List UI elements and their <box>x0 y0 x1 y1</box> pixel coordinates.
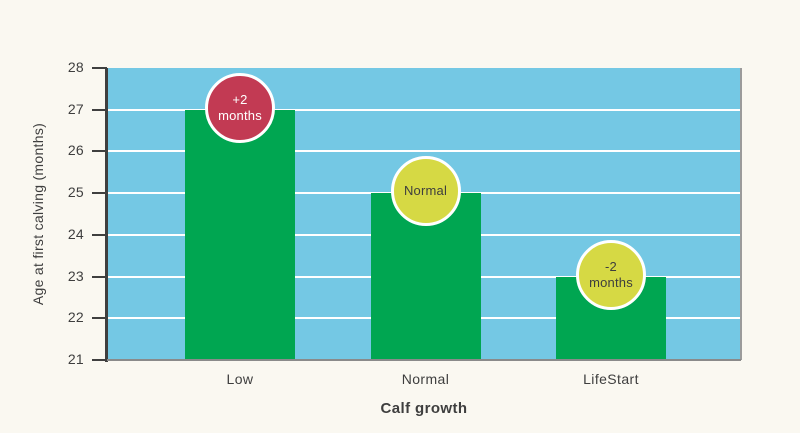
y-tick-mark-24 <box>92 233 107 236</box>
badge-text-line: +2 <box>232 92 248 108</box>
y-tick-mark-27 <box>92 108 107 111</box>
y-tick-label-21: 21 <box>67 351 84 367</box>
y-tick-mark-22 <box>92 317 107 320</box>
y-tick-mark-26 <box>92 150 107 153</box>
y-tick-label-27: 27 <box>67 100 84 117</box>
badge-low: +2 months <box>205 72 275 143</box>
y-tick-label-23: 23 <box>67 267 84 284</box>
badge-lifestart: -2 months <box>576 239 646 310</box>
y-tick-mark-23 <box>92 275 107 278</box>
badge-text-line: -2 <box>605 259 617 275</box>
x-category-label-lifestart: LifeStart <box>583 371 639 387</box>
badge-text-line: months <box>589 274 633 290</box>
bar-low <box>185 109 295 360</box>
badge-normal: Normal <box>390 156 461 227</box>
y-axis-line <box>105 68 108 362</box>
y-tick-mark-28 <box>92 67 107 69</box>
badge-text-line: months <box>218 107 262 123</box>
x-axis-line <box>95 359 741 361</box>
y-axis-title: Age at first calving (months) <box>30 122 46 306</box>
x-axis-title: Calf growth <box>380 400 468 417</box>
gridline-27 <box>108 108 740 111</box>
plot-area: +2 months Normal -2 months <box>108 68 742 360</box>
x-category-label-low: Low <box>226 371 254 387</box>
y-tick-label-28: 28 <box>67 59 84 75</box>
y-tick-label-25: 25 <box>67 184 84 201</box>
y-tick-mark-21 <box>92 359 107 361</box>
badge-text-line: Normal <box>403 183 448 199</box>
y-tick-label-24: 24 <box>67 225 84 242</box>
y-tick-mark-25 <box>92 192 107 195</box>
y-tick-label-22: 22 <box>67 309 84 326</box>
y-tick-label-26: 26 <box>67 142 84 159</box>
gridline-26 <box>108 150 740 153</box>
x-category-label-normal: Normal <box>401 371 450 387</box>
